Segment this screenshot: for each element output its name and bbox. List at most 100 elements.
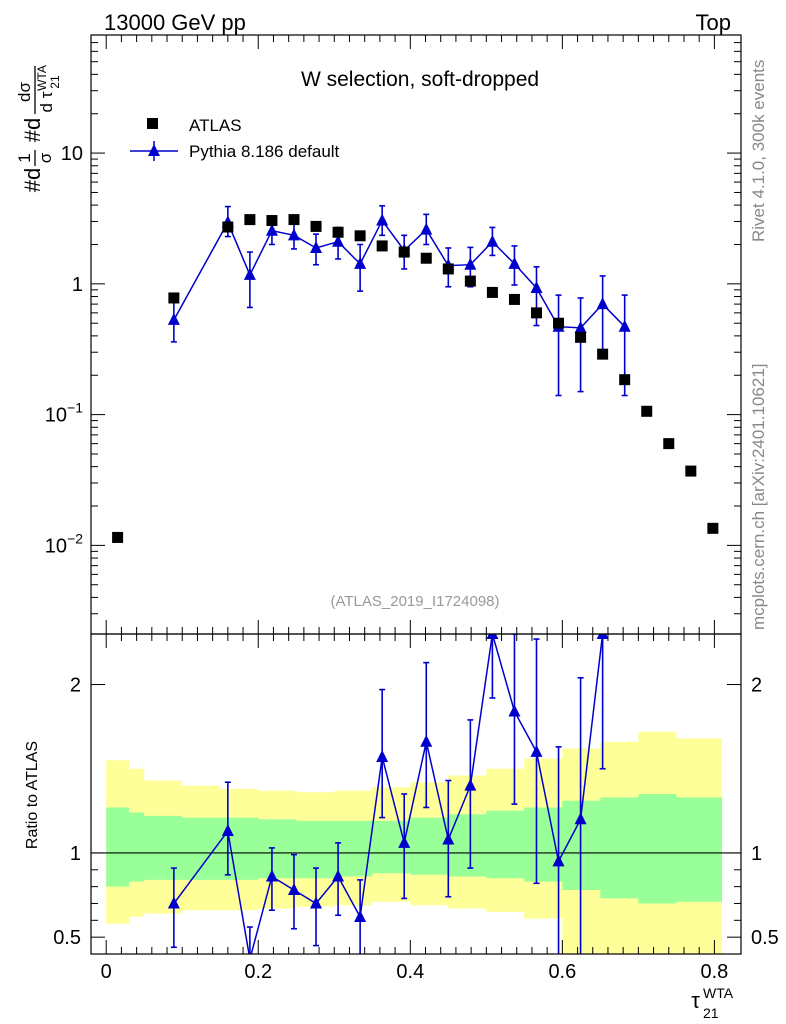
ratio-data-layer — [91, 634, 741, 954]
rivet-version-label: Rivet 4.1.0, 300k events — [749, 60, 768, 242]
x-tick-label: 0 — [101, 961, 112, 983]
pythia-marker — [464, 257, 477, 270]
main-panel: 10−2 10−1 1 10 W selection, soft-dropped (ATL… — [45, 34, 742, 635]
ratio-panel: 0.5 0.5 1 1 2 2 0 0.2 0.4 0.6 0.8 — [53, 633, 779, 983]
ratio-marker — [464, 778, 477, 791]
atlas-marker — [168, 292, 180, 304]
ratio-marker — [167, 896, 180, 909]
atlas-marker — [222, 221, 234, 233]
main-data-layer — [112, 205, 719, 543]
atlas-marker — [553, 317, 565, 329]
atlas-marker — [354, 230, 366, 242]
atlas-marker — [376, 240, 388, 252]
legend-atlas-label: ATLAS — [189, 116, 242, 135]
ratio-marker — [310, 896, 323, 909]
x-label-sup: WTA — [703, 985, 734, 1001]
ratio-frame — [90, 633, 742, 955]
ratio-marker — [287, 883, 300, 895]
atlas-marker — [597, 348, 609, 360]
y-label-frac1-den: σ — [36, 152, 55, 163]
ratio-marker — [398, 835, 411, 848]
ratio-y-tick-label-left: 2 — [70, 675, 81, 697]
ratio-y-tick-label-left: 0.5 — [53, 927, 81, 949]
atlas-marker — [707, 522, 719, 534]
y-label-sub: 21 — [48, 75, 62, 89]
atlas-marker — [464, 275, 476, 287]
atlas-marker — [641, 405, 653, 417]
pythia-line — [173, 219, 626, 329]
ratio-marker — [596, 634, 609, 639]
ratio-marker — [265, 869, 278, 882]
ratio-marker — [530, 744, 543, 757]
legend-atlas-marker — [147, 118, 158, 129]
atlas-marker — [663, 438, 675, 450]
ratio-marker — [574, 812, 587, 825]
ratio-marker — [552, 854, 565, 867]
atlas-marker — [486, 286, 498, 298]
x-label-base: τ — [691, 988, 700, 1013]
legend-pythia-marker — [148, 144, 160, 156]
ratio-inner-band — [106, 794, 722, 904]
pythia-marker — [287, 228, 300, 241]
pythia-marker — [574, 320, 587, 333]
atlas-marker — [442, 263, 454, 275]
y-label-frac1-num: 1 — [15, 153, 34, 162]
atlas-marker — [508, 293, 520, 305]
ratio-marker — [486, 634, 499, 639]
atlas-marker — [244, 214, 256, 226]
mcplots-label: mcplots.cern.ch [arXiv:2401.10621] — [749, 364, 768, 630]
atlas-marker — [310, 220, 322, 232]
pythia-marker — [596, 297, 609, 310]
y-label-prefix-1: #d — [20, 168, 45, 192]
main-y-tick-label: 10−1 — [45, 400, 83, 427]
ratio-marker — [442, 832, 455, 845]
legend-pythia-label: Pythia 8.186 default — [189, 142, 340, 161]
pythia-marker — [243, 267, 256, 280]
main-y-tick-label: 10−2 — [45, 530, 83, 557]
y-label-sup: WTA — [35, 65, 49, 91]
pythia-marker — [332, 234, 345, 247]
y-label-prefix-2: #d — [20, 118, 45, 142]
x-label-sub: 21 — [703, 1005, 719, 1021]
atlas-marker — [575, 331, 587, 343]
ratio-marker — [420, 734, 433, 747]
atlas-marker — [288, 214, 300, 226]
ratio-y-tick-label-right: 2 — [751, 675, 762, 697]
main-y-tick-label: 1 — [72, 274, 83, 296]
ratio-marker — [508, 704, 521, 717]
atlas-marker — [266, 215, 278, 227]
main-y-tick-label: 10 — [61, 143, 83, 165]
atlas-marker — [420, 252, 432, 264]
header-process-label: Top — [696, 10, 731, 35]
ratio-marker — [332, 869, 345, 882]
y-label-frac2-den: d τ — [37, 91, 56, 112]
pythia-marker — [530, 280, 543, 293]
atlas-marker — [398, 246, 410, 258]
atlas-marker — [685, 465, 697, 477]
x-tick-label: 0.4 — [396, 961, 424, 983]
x-tick-label: 0.8 — [700, 961, 728, 983]
atlas-marker — [619, 374, 631, 386]
x-axis-label: τ WTA 21 — [691, 985, 733, 1021]
ratio-marker — [221, 824, 234, 837]
pythia-marker — [310, 241, 323, 254]
x-tick-label: 0.2 — [244, 961, 272, 983]
atlas-marker — [112, 531, 124, 543]
ratio-y-tick-label-left: 1 — [70, 843, 81, 865]
ratio-marker — [376, 749, 389, 762]
pythia-marker — [167, 312, 180, 325]
atlas-marker — [530, 307, 542, 319]
main-y-axis-label: #d 1 σ #d dσ d τ WTA 21 — [15, 65, 62, 192]
pythia-marker — [376, 213, 389, 226]
ratio-y-axis-label: Ratio to ATLAS — [24, 741, 41, 849]
pythia-marker — [265, 223, 278, 236]
atlas-marker — [332, 226, 344, 238]
header-energy-label: 13000 GeV pp — [104, 10, 246, 35]
y-label-frac2-num: dσ — [15, 82, 34, 102]
pythia-marker — [508, 256, 521, 269]
pythia-marker — [420, 222, 433, 235]
ratio-y-tick-label-right: 1 — [751, 843, 762, 865]
pythia-marker — [354, 256, 367, 269]
plot-title: W selection, soft-dropped — [301, 68, 539, 91]
